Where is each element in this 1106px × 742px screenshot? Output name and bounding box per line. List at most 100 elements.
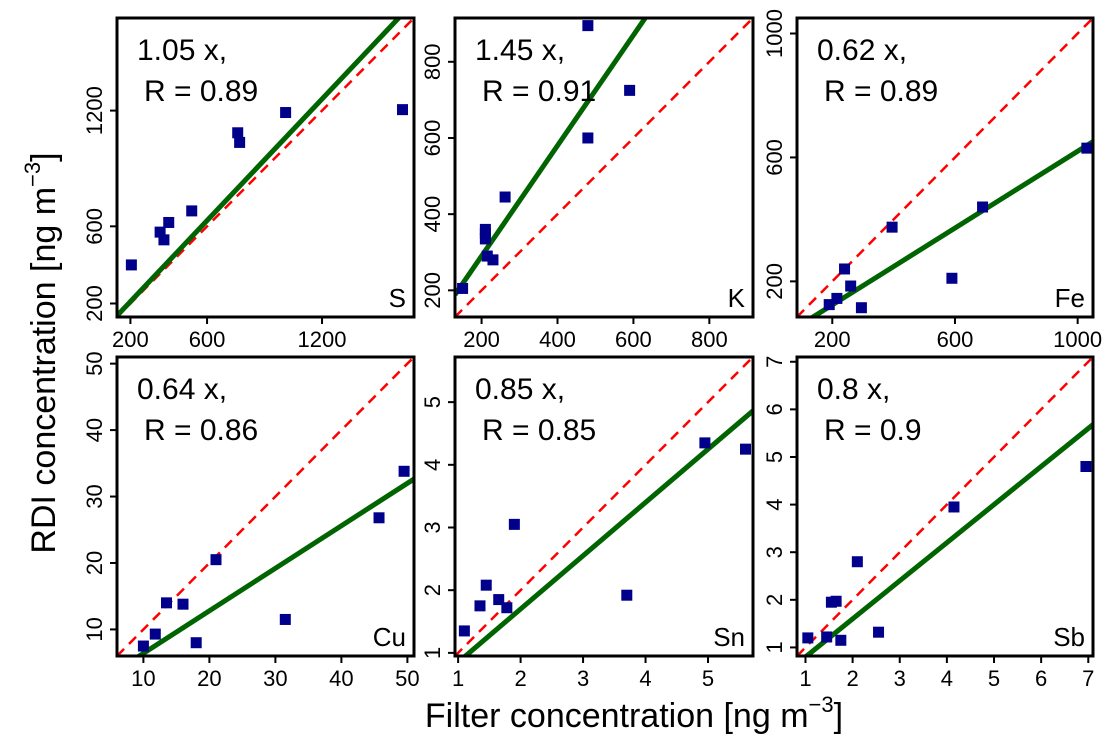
data-point-sn — [699, 437, 711, 449]
y-tick-label-s: 600 — [82, 208, 107, 245]
data-point-cu — [279, 613, 291, 625]
y-tick-label-cu: 20 — [82, 551, 107, 575]
plot-area-sb — [797, 357, 1093, 656]
x-tick-label-fe: 600 — [937, 327, 974, 352]
r-annotation-sb: R = 0.9 — [824, 414, 922, 447]
data-point-cu — [190, 637, 202, 649]
y-axis-title-end: ] — [25, 152, 63, 161]
element-label-sn: Sn — [713, 622, 745, 652]
data-point-cu — [137, 640, 149, 652]
data-point-fe — [845, 280, 857, 292]
data-point-sn — [480, 579, 492, 591]
x-tick-label-fe: 1000 — [1053, 327, 1102, 352]
data-point-s — [234, 136, 246, 148]
data-point-sb — [830, 595, 842, 607]
element-label-fe: Fe — [1055, 283, 1085, 313]
data-point-s — [163, 216, 175, 228]
element-label-sb: Sb — [1053, 622, 1085, 652]
slope-annotation-k: 1.45 x, — [475, 34, 565, 67]
data-point-fe — [977, 201, 989, 213]
data-point-k — [582, 132, 594, 144]
data-point-fe — [831, 292, 843, 304]
x-tick-label-cu: 40 — [329, 666, 353, 691]
y-tick-label-k: 400 — [420, 196, 445, 233]
x-tick-label-sn: 2 — [514, 666, 526, 691]
plot-frame-k — [453, 16, 755, 319]
x-tick-label-cu: 20 — [197, 666, 221, 691]
data-point-k — [479, 233, 491, 245]
y-tick-label-k: 600 — [420, 120, 445, 157]
data-point-k — [457, 282, 469, 294]
plot-area-s — [117, 18, 414, 317]
y-tick-label-cu: 10 — [82, 617, 107, 641]
x-axis-title-superscript: −3 — [809, 692, 834, 717]
r-annotation-fe: R = 0.89 — [824, 75, 938, 108]
data-point-s — [397, 104, 409, 116]
plot-frame-sb — [795, 355, 1095, 658]
fit-line-s — [117, 18, 403, 317]
y-tick-label-sn: 3 — [420, 521, 445, 533]
x-tick-label-s: 1200 — [298, 327, 347, 352]
x-tick-label-k: 400 — [539, 327, 576, 352]
y-tick-label-fe: 200 — [762, 263, 787, 300]
data-point-sb — [851, 556, 863, 568]
y-axis-title-main: RDI concentration [ng m — [25, 187, 63, 554]
y-tick-label-fe: 600 — [762, 139, 787, 176]
data-point-sn — [740, 443, 752, 455]
x-tick-label-sb: 1 — [799, 666, 811, 691]
x-axis-title: Filter concentration [ng m−3] — [425, 692, 843, 735]
data-point-s — [186, 205, 198, 217]
data-point-sb — [873, 626, 885, 638]
plot-frame-sn — [453, 355, 755, 658]
identity-line-k — [455, 18, 753, 317]
data-point-fe — [886, 221, 898, 233]
slope-annotation-fe: 0.62 x, — [817, 34, 907, 67]
x-tick-label-fe: 200 — [814, 327, 851, 352]
y-tick-label-sb: 6 — [762, 403, 787, 415]
element-label-cu: Cu — [373, 622, 406, 652]
slope-annotation-cu: 0.64 x, — [137, 373, 227, 406]
plot-area-fe — [797, 18, 1093, 317]
data-point-cu — [398, 465, 410, 477]
data-point-sn — [621, 589, 633, 601]
data-point-fe — [823, 299, 835, 311]
y-tick-label-k: 800 — [420, 43, 445, 80]
data-point-sn — [508, 518, 520, 530]
data-point-s — [154, 226, 166, 238]
data-point-k — [582, 20, 594, 32]
element-label-s: S — [389, 283, 406, 313]
data-point-cu — [177, 598, 189, 610]
data-point-sb — [1080, 461, 1092, 473]
r-annotation-s: R = 0.89 — [144, 75, 258, 108]
x-tick-label-sn: 3 — [577, 666, 589, 691]
panel-fe: 200 600 1000 200 600 1000 0.62 x, R = 0.89 Fe — [762, 9, 1102, 352]
y-tick-label-sn: 1 — [420, 647, 445, 659]
y-tick-label-sb: 7 — [762, 356, 787, 368]
plot-frame-fe — [795, 16, 1095, 319]
plot-area-cu — [117, 357, 414, 656]
x-tick-label-cu: 30 — [263, 666, 287, 691]
data-point-sn — [474, 600, 486, 612]
y-tick-label-sn: 2 — [420, 584, 445, 596]
plot-area-k — [455, 18, 753, 317]
slope-annotation-s: 1.05 x, — [137, 34, 227, 67]
y-tick-label-cu: 30 — [82, 484, 107, 508]
y-tick-label-sn: 4 — [420, 459, 445, 471]
slope-annotation-sb: 0.8 x, — [817, 373, 890, 406]
x-tick-label-k: 800 — [691, 327, 728, 352]
x-tick-label-sb: 7 — [1082, 666, 1094, 691]
plot-frame-s — [115, 16, 416, 319]
data-point-cu — [149, 628, 161, 640]
y-tick-label-sn: 5 — [420, 396, 445, 408]
plot-area-sn — [455, 357, 753, 656]
panel-s: 200 600 1200 200 600 1200 1.05 x, R = 0.89 S — [82, 16, 416, 352]
data-point-k — [624, 84, 636, 96]
x-tick-label-sn: 1 — [452, 666, 464, 691]
panel-sb: 1 2 3 4 5 6 7 1 2 3 4 5 6 7 0.8 x, R = 0.9 Sb — [762, 355, 1095, 691]
r-annotation-cu: R = 0.86 — [144, 414, 258, 447]
x-tick-label-s: 200 — [112, 327, 149, 352]
fit-line-fe — [808, 139, 1093, 317]
y-tick-label-sb: 3 — [762, 546, 787, 558]
x-tick-label-k: 600 — [615, 327, 652, 352]
